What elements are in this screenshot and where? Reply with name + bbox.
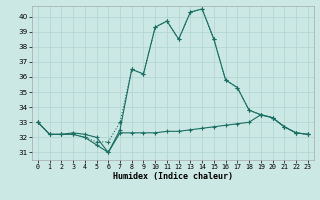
X-axis label: Humidex (Indice chaleur): Humidex (Indice chaleur) — [113, 172, 233, 181]
